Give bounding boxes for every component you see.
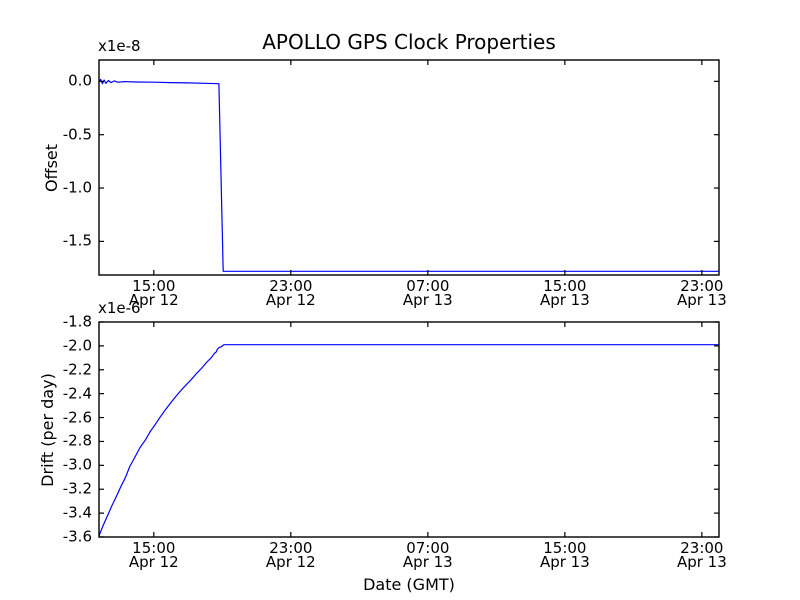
y-tick-label: -2.4 xyxy=(62,384,92,403)
drift-y-axis-label: Drift (per day) xyxy=(38,373,57,487)
y-tick-label: -3.6 xyxy=(62,527,92,546)
chart-title: APOLLO GPS Clock Properties xyxy=(262,30,556,54)
x-tick-time-label: 07:00 xyxy=(406,538,450,557)
x-tick-time-label: 23:00 xyxy=(680,538,724,557)
x-tick-time-label: 15:00 xyxy=(132,538,176,557)
x-tick-time-label: 23:00 xyxy=(269,276,313,295)
x-tick-date-label: Apr 13 xyxy=(539,552,590,571)
y-tick-label: 0.0 xyxy=(68,71,92,90)
x-tick-time-label: 23:00 xyxy=(269,538,313,557)
y-tick-label: -1.5 xyxy=(62,231,92,250)
x-tick-date-label: Apr 12 xyxy=(265,552,316,571)
y-tick-label: -2.8 xyxy=(62,431,92,450)
axes-frame-1 xyxy=(98,59,720,276)
y-tick-label: -3.0 xyxy=(62,455,92,474)
y-tick-label: -1.8 xyxy=(62,312,92,331)
x-tick-date-label: Apr 12 xyxy=(265,290,316,309)
x-tick-time-label: 15:00 xyxy=(543,276,587,295)
y-tick-label: -2.2 xyxy=(62,360,92,379)
y-tick-label: -2.6 xyxy=(62,408,92,427)
y-tick-label: -2.0 xyxy=(62,336,92,355)
x-tick-time-label: 23:00 xyxy=(680,276,724,295)
x-tick-date-label: Apr 12 xyxy=(128,290,179,309)
clock-offset-line xyxy=(98,78,719,272)
offset-y-axis-label: Offset xyxy=(42,143,61,193)
clock-drift-line xyxy=(98,344,719,537)
x-tick-time-label: 15:00 xyxy=(543,538,587,557)
drift-axis-multiplier: x1e-6 xyxy=(98,299,141,317)
x-tick-date-label: Apr 13 xyxy=(402,290,453,309)
x-tick-date-label: Apr 13 xyxy=(539,290,590,309)
x-axis-label: Date (GMT) xyxy=(363,575,455,594)
y-tick-label: -3.4 xyxy=(62,503,92,522)
axes-frame-2 xyxy=(98,321,720,538)
y-tick-label: -1.0 xyxy=(62,178,92,197)
x-tick-date-label: Apr 13 xyxy=(402,552,453,571)
x-tick-time-label: 07:00 xyxy=(406,276,450,295)
x-tick-date-label: Apr 12 xyxy=(128,552,179,571)
x-tick-time-label: 15:00 xyxy=(132,276,176,295)
y-tick-label: -0.5 xyxy=(62,125,92,144)
y-tick-label: -3.2 xyxy=(62,479,92,498)
offset-axis-multiplier: x1e-8 xyxy=(98,37,141,55)
x-tick-date-label: Apr 13 xyxy=(676,290,727,309)
x-tick-date-label: Apr 13 xyxy=(676,552,727,571)
